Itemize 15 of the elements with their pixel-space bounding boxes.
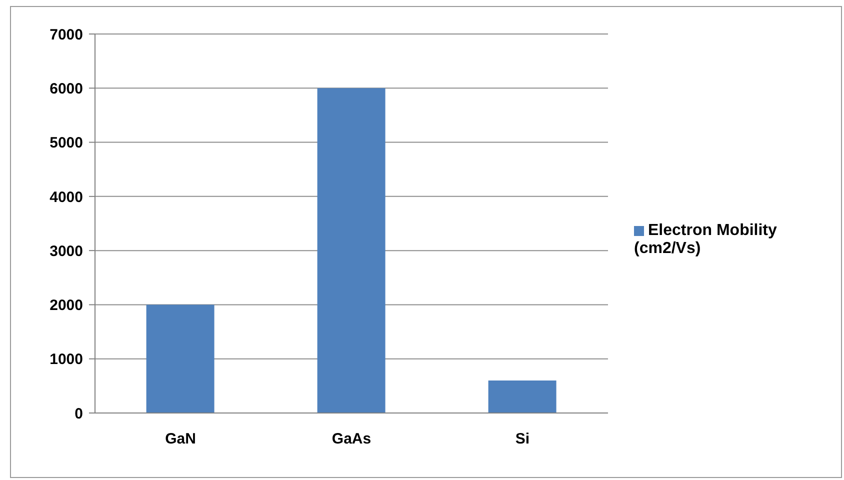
y-tick-label: 6000: [50, 80, 83, 98]
x-tick-label: GaAs: [332, 430, 372, 448]
y-tick-label: 7000: [50, 26, 83, 44]
x-tick-label: Si: [515, 430, 530, 448]
bar: [317, 88, 386, 413]
bar: [488, 380, 556, 413]
y-tick-label: 5000: [50, 134, 83, 152]
y-tick-label: 4000: [50, 188, 83, 206]
y-tick-label: 0: [74, 405, 83, 422]
legend-label: Electron Mobility (cm2/Vs): [634, 222, 777, 257]
y-tick-label: 2000: [50, 297, 83, 314]
y-tick-label: 1000: [50, 351, 83, 368]
bar: [146, 304, 214, 413]
x-tick-label: GaN: [165, 430, 196, 448]
y-tick-label: 3000: [50, 242, 83, 260]
